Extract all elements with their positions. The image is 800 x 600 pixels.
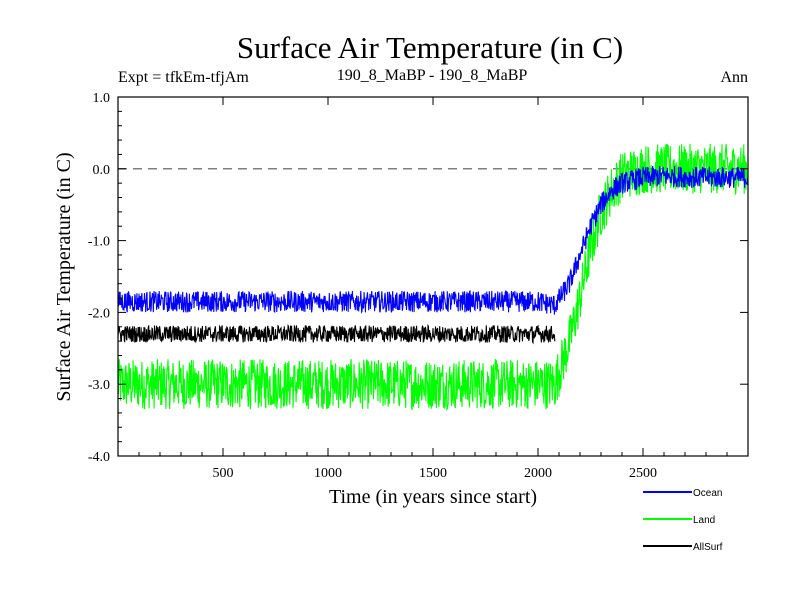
legend-label-ocean: Ocean: [693, 488, 722, 499]
y-tick-label: 1.0: [93, 91, 111, 106]
y-tick-label: -4.0: [88, 450, 110, 465]
y-axis-label: Surface Air Temperature (in C): [53, 152, 75, 401]
series-line-allsurf: [117, 323, 556, 345]
chart-title: Surface Air Temperature (in C): [237, 30, 623, 65]
y-tick-label: -1.0: [88, 235, 110, 250]
legend: Ocean Land AllSurf: [643, 488, 723, 553]
x-tick-label: 500: [213, 466, 234, 481]
subtitle-right: Ann: [720, 69, 748, 86]
x-axis-label: Time (in years since start): [329, 486, 537, 508]
y-tick-label: -3.0: [88, 378, 110, 393]
subtitle-center: 190_8_MaBP - 190_8_MaBP: [337, 67, 528, 84]
plot-area: 500 1000 1500 2000 2500 1.0 0.0 -1.0 -2.0 -3.0 -4.…: [88, 91, 749, 481]
x-tick-label: 2500: [629, 466, 657, 481]
subtitle-left: Expt = tfkEm-tfjAm: [118, 69, 249, 86]
x-tick-label: 2000: [524, 466, 552, 481]
x-tick-label: 1000: [314, 466, 342, 481]
legend-label-land: Land: [693, 515, 715, 526]
x-tick-label: 1500: [419, 466, 447, 481]
y-tick-label: -2.0: [88, 306, 110, 321]
legend-label-allsurf: AllSurf: [693, 542, 723, 553]
y-tick-label: 0.0: [93, 163, 111, 178]
series-line-ocean: [117, 165, 749, 315]
series-line-land: [117, 143, 749, 412]
